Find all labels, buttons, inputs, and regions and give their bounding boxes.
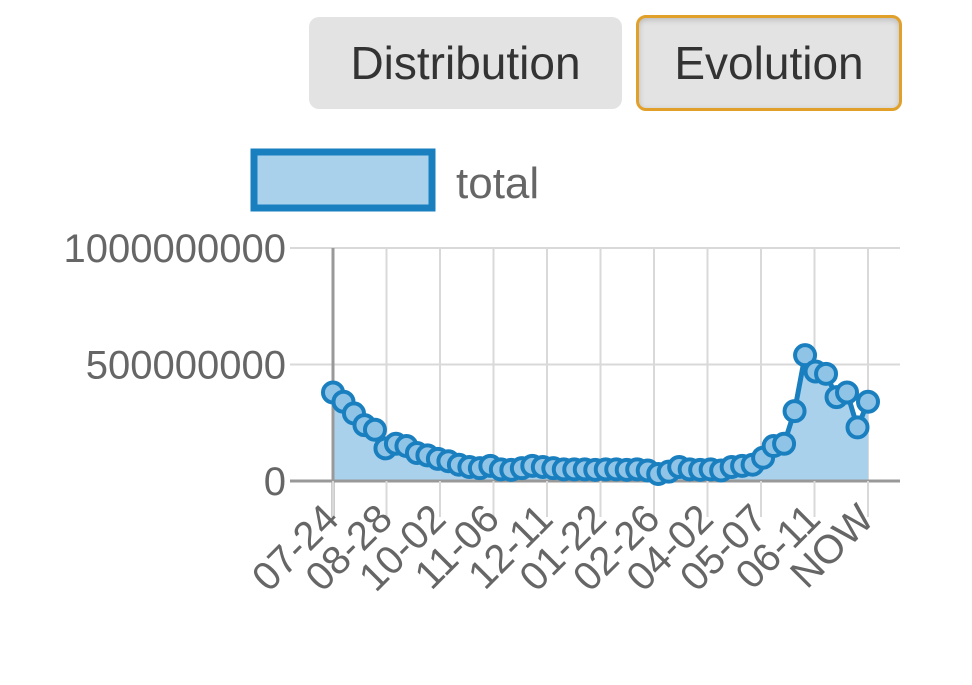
data-point — [362, 417, 387, 442]
data-point — [814, 361, 839, 386]
evolution-button[interactable]: Evolution — [636, 15, 902, 111]
chart-legend[interactable]: total — [250, 148, 539, 212]
y-tick-label: 500000000 — [86, 344, 286, 388]
y-axis-ticks: 0 500000000 1000000000 — [64, 227, 286, 504]
x-axis-ticks: 07-2408-2810-0211-0612-1101-2202-2604-02… — [244, 496, 883, 600]
data-point — [845, 415, 870, 440]
legend-swatch — [250, 148, 436, 212]
series-points — [321, 343, 880, 487]
y-tick-label: 0 — [264, 460, 286, 504]
distribution-button[interactable]: Distribution — [309, 17, 622, 109]
data-point — [782, 399, 807, 424]
data-point — [835, 380, 860, 405]
data-point — [793, 343, 818, 368]
legend-label: total — [456, 159, 539, 208]
series-fill — [333, 355, 868, 481]
data-point — [856, 389, 880, 414]
y-tick-label: 1000000000 — [64, 227, 286, 271]
data-point — [772, 431, 797, 456]
